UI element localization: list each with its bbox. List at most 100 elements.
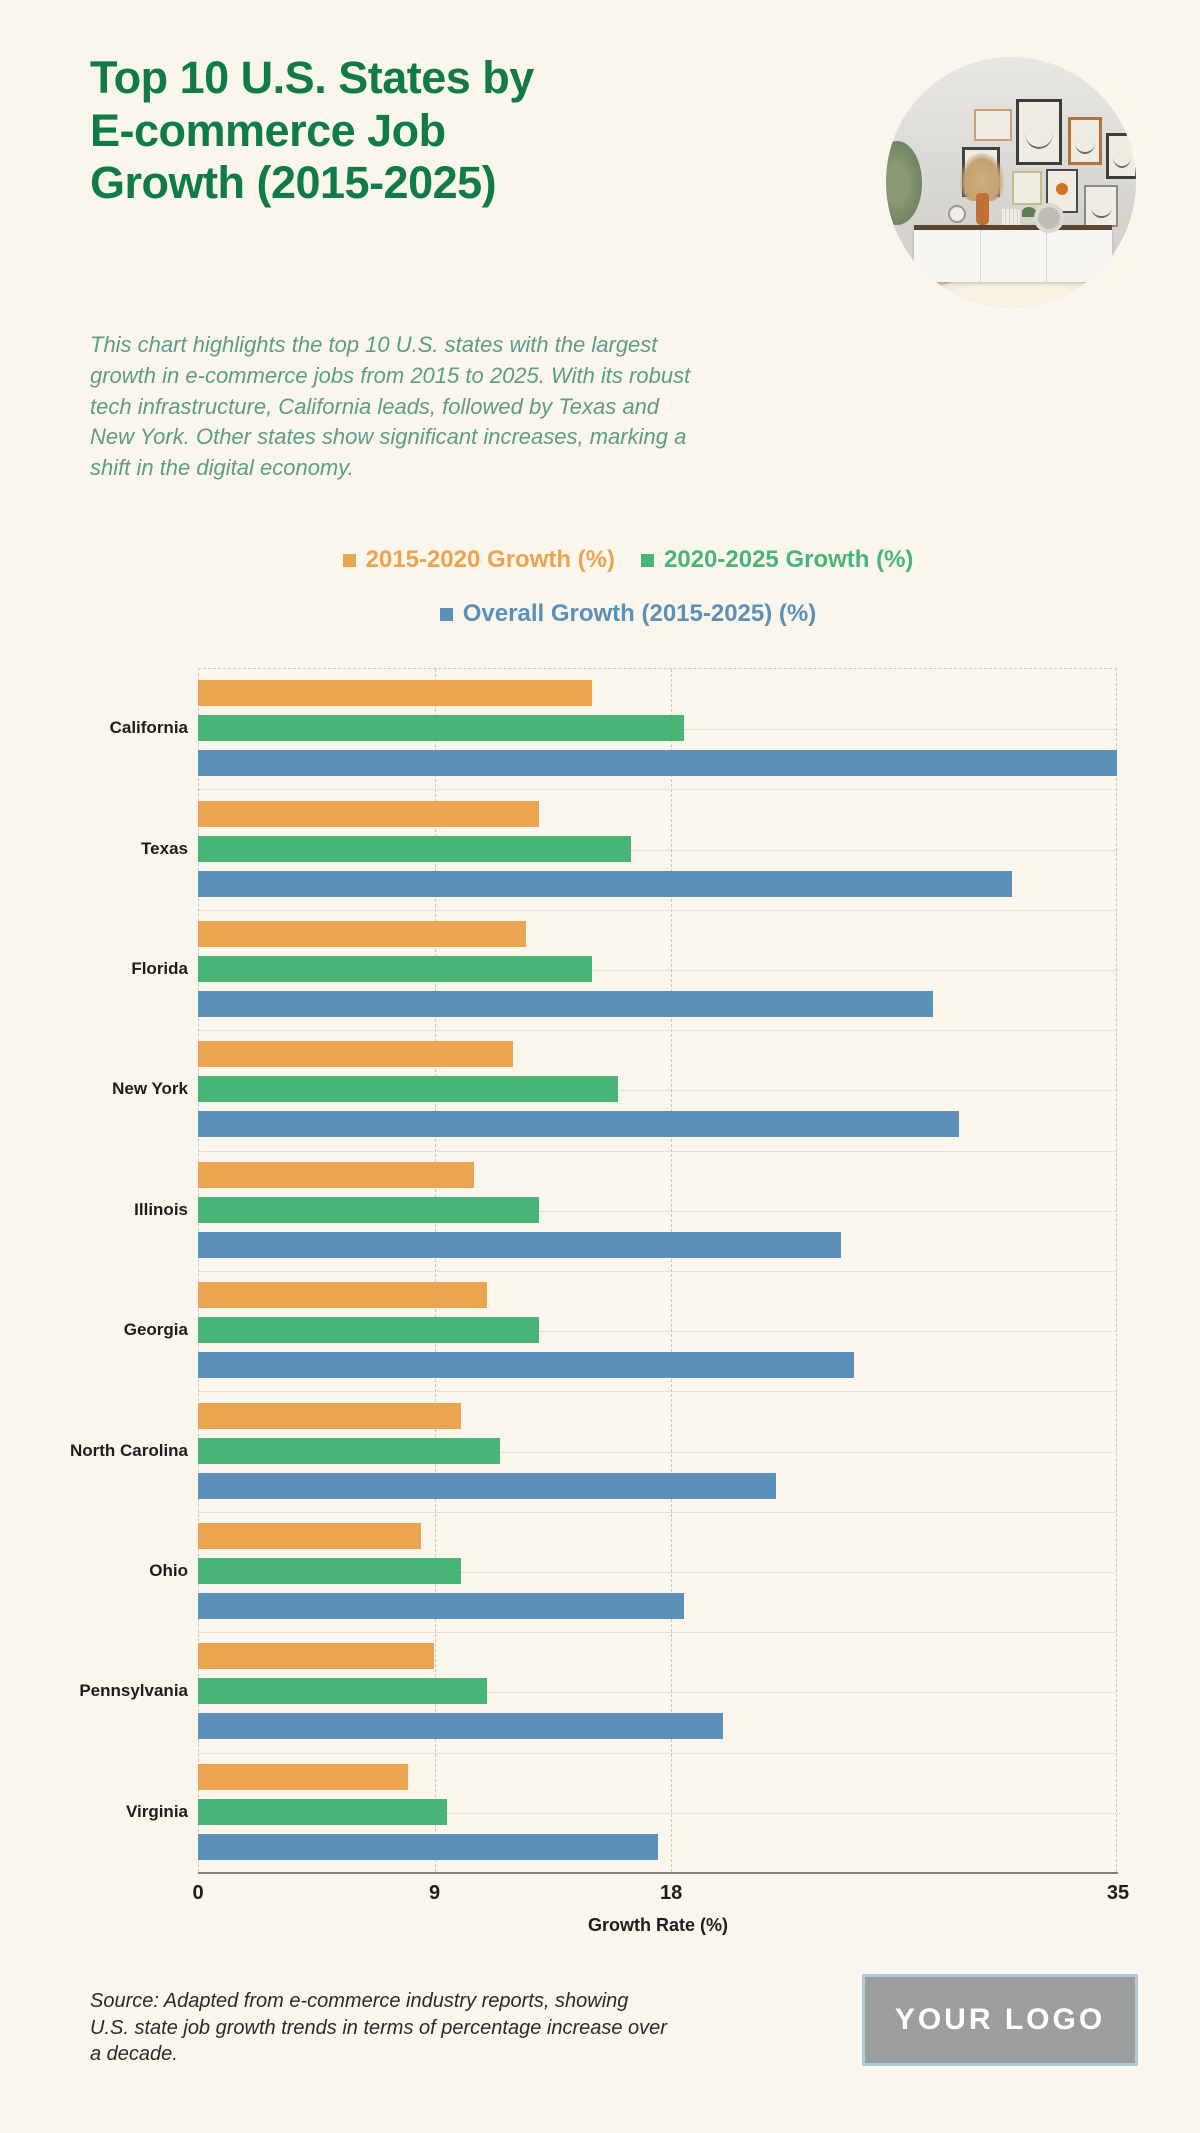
- gridline-horizontal: [199, 849, 1116, 851]
- x-tick-label: 9: [429, 1882, 441, 1904]
- hero-sideboard: [914, 225, 1112, 282]
- bar: [198, 1798, 448, 1825]
- bar: [198, 1076, 619, 1103]
- bar: [198, 715, 684, 742]
- category-label: New York: [112, 1079, 188, 1099]
- category-label: Ohio: [149, 1560, 188, 1580]
- page-title: Top 10 U.S. States by E-commerce Job Gro…: [90, 52, 534, 209]
- bar: [198, 680, 592, 707]
- hero-image: [886, 57, 1136, 307]
- decor-books: [1002, 209, 1020, 225]
- bar: [198, 1352, 855, 1379]
- chart-row: North Carolina: [50, 1390, 1117, 1510]
- legend-label: 2020-2025 Growth (%): [664, 546, 914, 573]
- legend-swatch-icon: [342, 553, 356, 567]
- chart-row: Georgia: [50, 1270, 1117, 1390]
- chart-row: California: [50, 668, 1117, 788]
- chart-row: Illinois: [50, 1150, 1117, 1270]
- bar: [198, 1402, 461, 1429]
- chart-rows: California Texas Florida New York Illinois Ge…: [50, 668, 1117, 1872]
- category-label: Illinois: [134, 1199, 188, 1219]
- bar: [198, 750, 1117, 777]
- bar: [198, 835, 632, 862]
- bar: [198, 1678, 487, 1705]
- bar: [198, 1522, 422, 1549]
- legend-label: Overall Growth (2015-2025) (%): [462, 600, 817, 627]
- category-bars: [198, 1752, 1117, 1872]
- legend-row-1: 2015-2020 Growth (%) 2020-2025 Growth (%): [56, 546, 1200, 574]
- gridline-horizontal: [199, 1210, 1116, 1212]
- bar: [198, 1111, 960, 1138]
- chart-description: This chart highlights the top 10 U.S. st…: [90, 332, 691, 481]
- category-label: Texas: [141, 838, 188, 858]
- chart-row: New York: [50, 1029, 1117, 1149]
- bar: [198, 955, 592, 982]
- x-tick-label: 35: [1106, 1882, 1130, 1904]
- bar: [198, 1231, 842, 1258]
- category-bars: [198, 788, 1117, 908]
- logo-text: YOUR LOGO: [894, 2003, 1106, 2036]
- x-axis-label: Growth Rate (%): [587, 1915, 728, 1935]
- gridline-vertical: [434, 669, 436, 1872]
- sideboard-leg: [1092, 277, 1095, 287]
- bar: [198, 870, 1012, 897]
- bar: [198, 1196, 540, 1223]
- legend-swatch-icon: [439, 607, 453, 621]
- bar: [198, 1041, 514, 1068]
- picture-frame: [1106, 133, 1136, 179]
- bar: [198, 1161, 474, 1188]
- legend-label: 2015-2020 Growth (%): [365, 546, 615, 573]
- picture-frame: [1084, 185, 1118, 227]
- gridline-horizontal: [199, 1692, 1116, 1694]
- chart-row: Virginia: [50, 1752, 1117, 1872]
- chart-row: Texas: [50, 788, 1117, 908]
- legend-item: 2020-2025 Growth (%): [641, 546, 913, 574]
- category-label: Florida: [131, 958, 188, 978]
- x-tick-label: 18: [660, 1882, 683, 1904]
- legend-row-2: Overall Growth (2015-2025) (%): [56, 600, 1200, 628]
- bar: [198, 1713, 724, 1740]
- gridline-horizontal: [199, 789, 1116, 791]
- legend-item: 2015-2020 Growth (%): [342, 546, 615, 574]
- gridline-horizontal: [199, 1271, 1116, 1272]
- sideboard-leg: [930, 277, 933, 287]
- bar: [198, 990, 934, 1017]
- gridline-horizontal: [199, 1391, 1116, 1393]
- picture-frame: [1012, 171, 1042, 205]
- bar: [198, 800, 540, 827]
- bar: [198, 1317, 540, 1344]
- bar: [198, 1643, 435, 1670]
- logo-placeholder: YOUR LOGO: [862, 1974, 1138, 2066]
- legend-item: Overall Growth (2015-2025) (%): [439, 600, 817, 628]
- decor-plant: [1022, 207, 1036, 217]
- bar: [198, 1592, 684, 1619]
- category-label: California: [109, 718, 188, 738]
- gridline-horizontal: [199, 1331, 1116, 1333]
- chart-row: Ohio: [50, 1511, 1117, 1631]
- x-tick-label: 0: [192, 1882, 204, 1904]
- bar: [198, 1763, 409, 1790]
- category-label: Georgia: [123, 1320, 188, 1340]
- gridline-vertical: [670, 669, 672, 1872]
- gridline-horizontal: [199, 909, 1116, 911]
- gridline-horizontal: [199, 1150, 1116, 1152]
- x-axis-line: [198, 1872, 1118, 1874]
- gridline-horizontal: [199, 1632, 1116, 1634]
- gridline-horizontal: [199, 1451, 1116, 1453]
- category-bars: [198, 1270, 1117, 1390]
- gridline-horizontal: [199, 1752, 1116, 1754]
- vase: [976, 193, 989, 225]
- gridline-horizontal: [199, 1090, 1116, 1092]
- category-label: North Carolina: [69, 1440, 188, 1460]
- decor-clock: [948, 205, 966, 223]
- category-label: Virginia: [125, 1801, 188, 1821]
- category-bars: [198, 1150, 1117, 1270]
- category-bars: [198, 909, 1117, 1029]
- bar: [198, 1437, 500, 1464]
- category-bars: [198, 1029, 1117, 1149]
- gridline-horizontal: [199, 1511, 1116, 1513]
- chart-row: Pennsylvania: [50, 1631, 1117, 1751]
- gridline-horizontal: [199, 970, 1116, 971]
- source-note: Source: Adapted from e-commerce industry…: [90, 1990, 667, 2066]
